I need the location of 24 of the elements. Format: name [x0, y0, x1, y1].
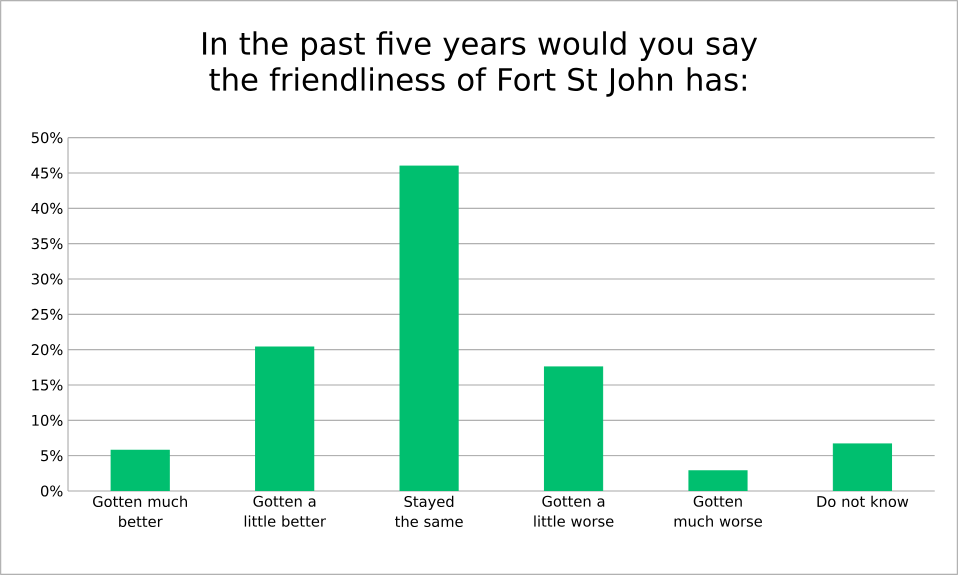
bar [400, 166, 459, 491]
x-tick-label: Do not know [817, 496, 908, 508]
bar [110, 450, 170, 491]
x-tick-label: Gotten much better [93, 496, 187, 528]
bar [544, 366, 604, 491]
y-tick-label: 45% [31, 167, 62, 179]
y-tick-label: 40% [31, 202, 62, 214]
y-tick-label: 35% [32, 238, 62, 250]
x-tick-label: Gotten much worse [674, 496, 762, 527]
y-tick-label: 10% [32, 414, 62, 426]
y-tick-label: 50% [32, 132, 62, 144]
bar [255, 346, 314, 491]
x-tick-label: Gotten a little better [244, 496, 326, 527]
y-tick-label: 0% [40, 485, 62, 497]
x-tick-label: Stayed the same [395, 496, 463, 528]
y-tick-label: 30% [32, 273, 62, 285]
y-tick-label: 20% [32, 344, 62, 356]
x-tick-label: Gotten a little worse [534, 496, 614, 527]
y-tick-label: 5% [41, 450, 62, 462]
y-tick-label: 15% [32, 379, 62, 391]
bar [688, 470, 748, 491]
y-tick-label: 25% [32, 308, 62, 320]
bar [832, 443, 892, 491]
chart-title: In the past five years would you say the friendliness of Fort St John has: [203, 31, 758, 97]
